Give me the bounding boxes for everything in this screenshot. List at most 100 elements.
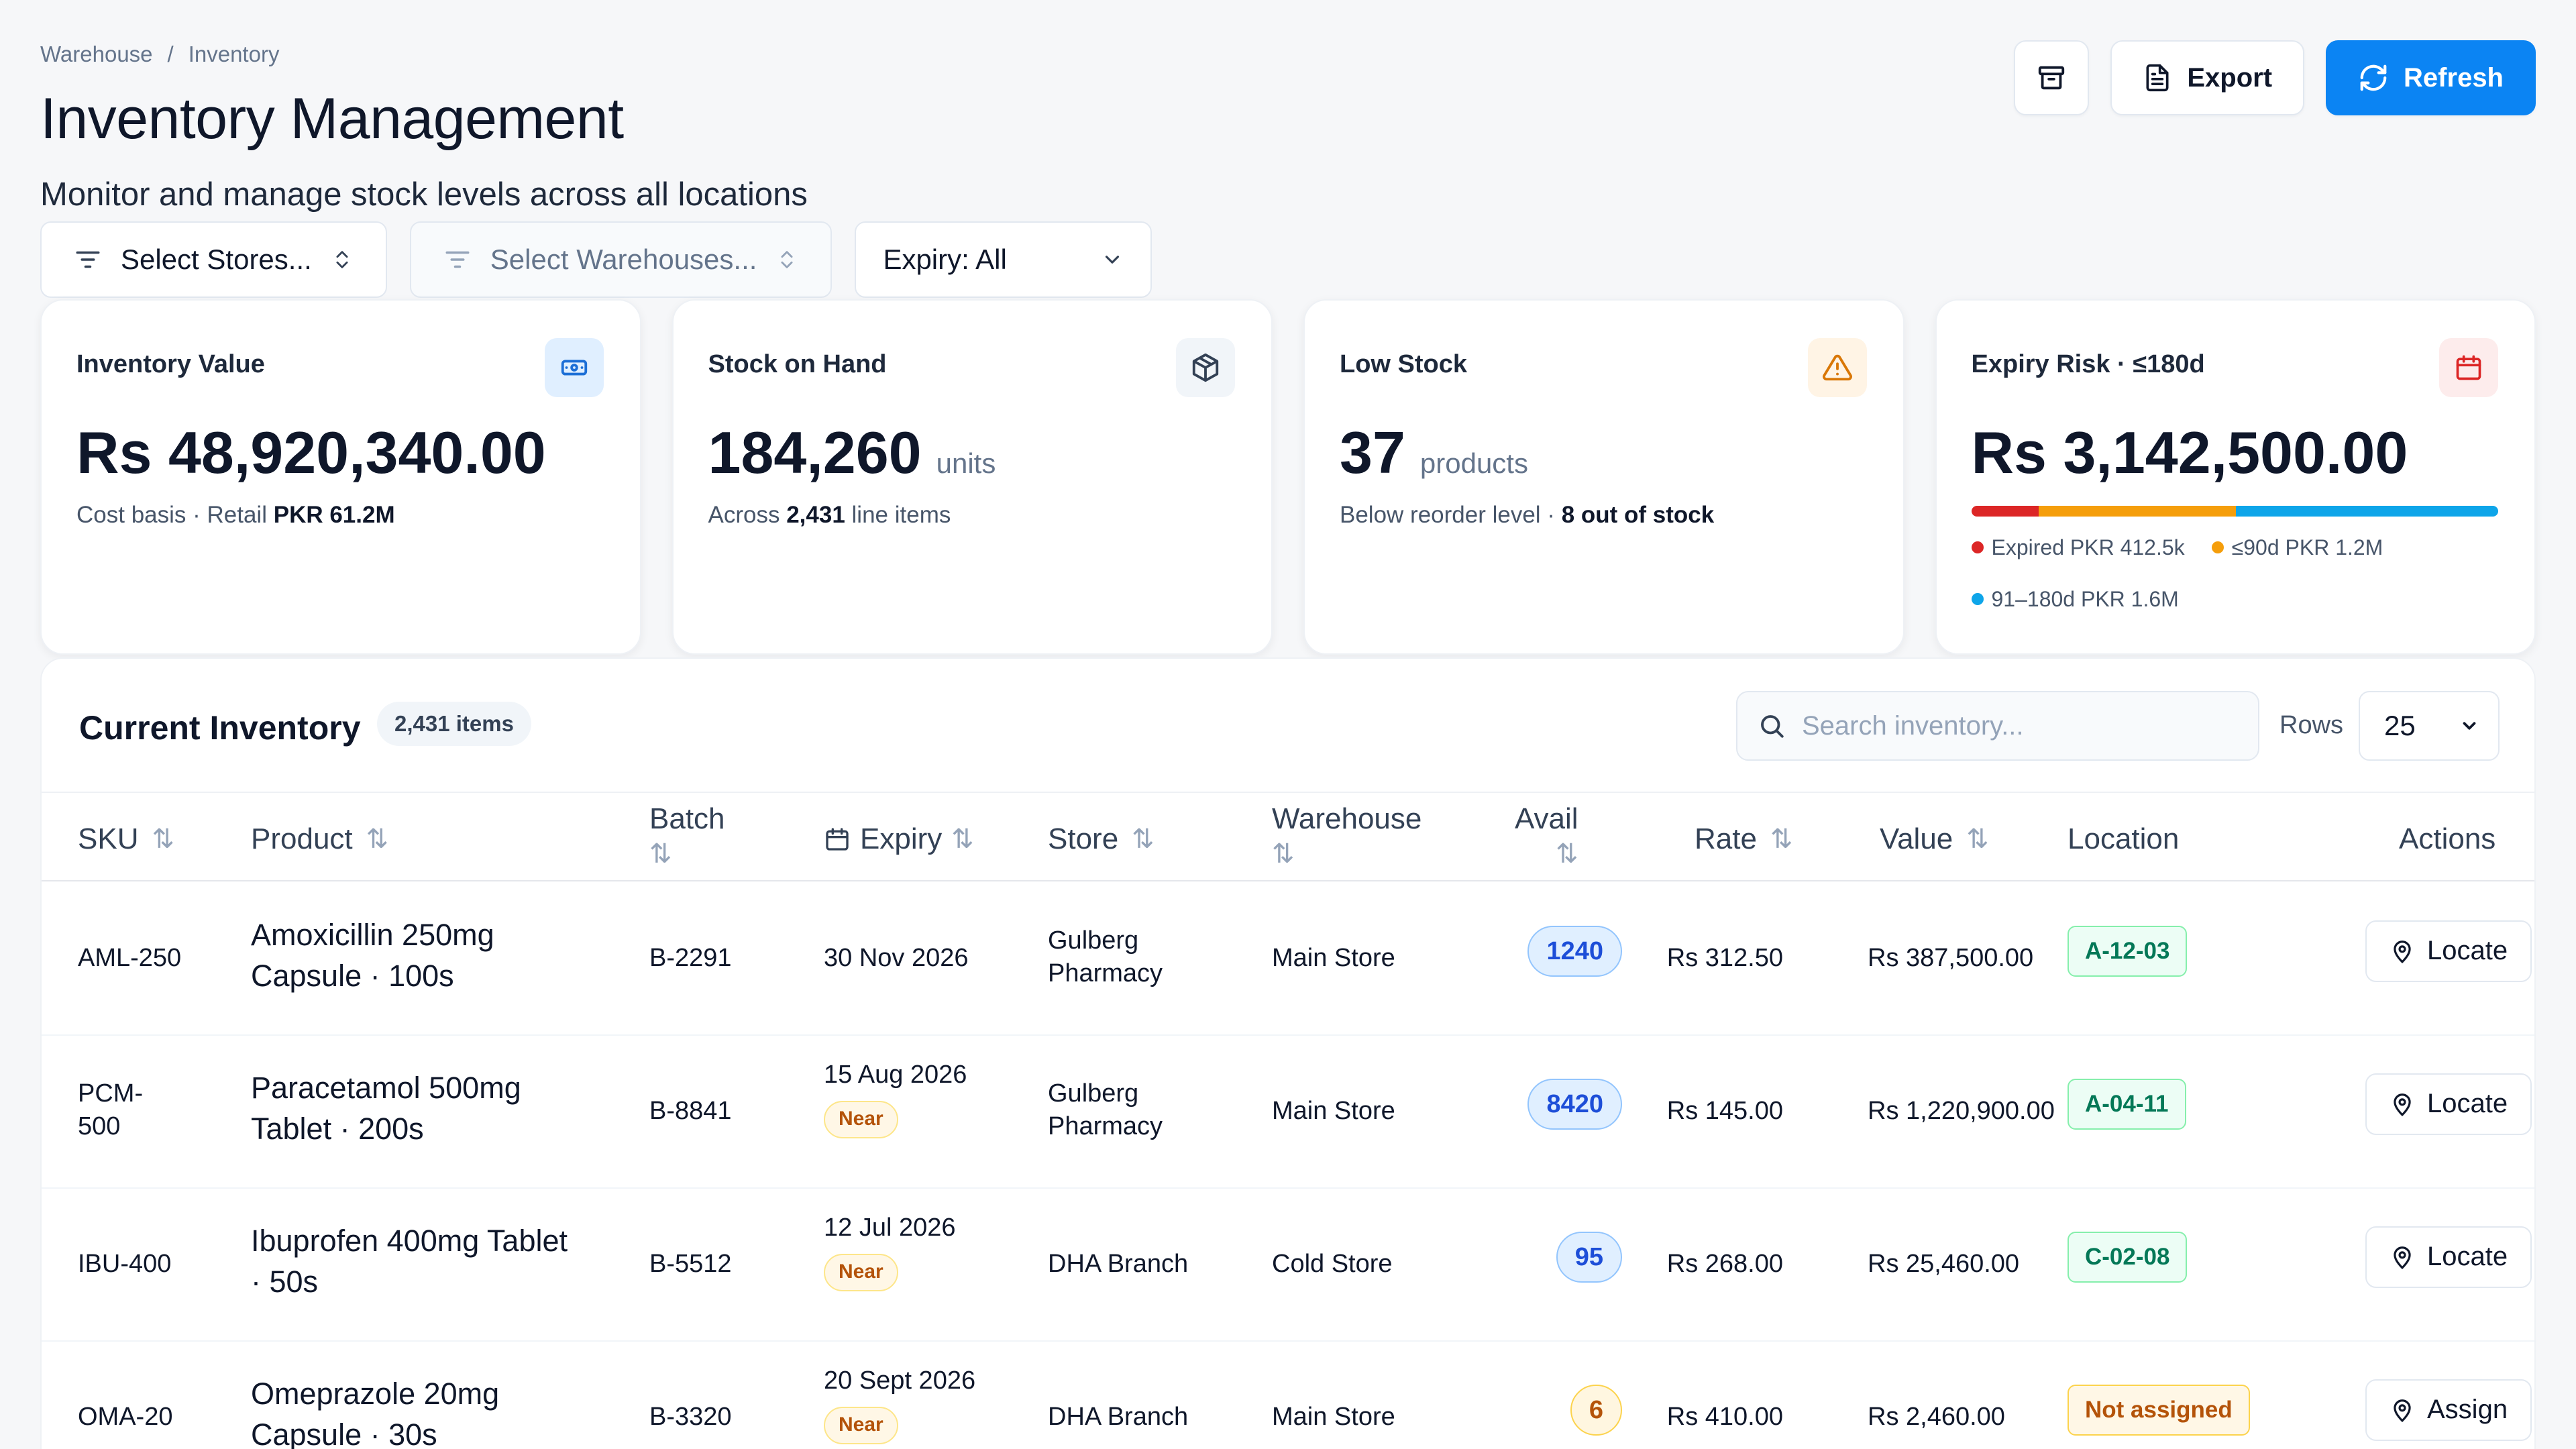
table-row[interactable]: AML-250 Amoxicillin 250mg Capsule · 100s … <box>42 883 2534 1036</box>
column-product[interactable]: Product ⇅ <box>251 822 389 855</box>
warehouse-filter-select[interactable]: Select Warehouses... <box>409 221 833 298</box>
column-warehouse[interactable]: Warehouse ⇅ <box>1272 802 1422 869</box>
card-subtext: Below reorder level · 8 out of stock <box>1340 502 1715 528</box>
package-icon <box>1176 338 1235 397</box>
search-placeholder: Search inventory... <box>1802 710 2024 741</box>
card-value: 37 products <box>1340 419 1528 486</box>
column-rate[interactable]: Rate ⇅ <box>1695 822 1793 855</box>
expiry-risk-legend-item: ≤90d PKR 1.2M <box>2211 535 2383 560</box>
avail-pill: 8420 <box>1527 1079 1622 1130</box>
value-cell: Rs 387,500.00 <box>1868 944 2034 972</box>
rate-cell: Rs 410.00 <box>1666 1403 1783 1431</box>
column-avail[interactable]: Avail ⇅ <box>1515 802 1578 869</box>
warehouse-cell: Cold Store <box>1272 1250 1393 1278</box>
avail-cell: 6 <box>1477 1385 1622 1436</box>
location-cell: C-02-08 <box>2068 1232 2188 1283</box>
expiry-risk-bar <box>1971 506 2499 517</box>
location-badge: C-02-08 <box>2068 1232 2188 1283</box>
chevron-down-icon <box>1105 256 1119 264</box>
avail-pill: 6 <box>1570 1385 1622 1436</box>
rows-per-page-select[interactable]: 25 <box>2359 691 2500 761</box>
expiry-risk-card: Expiry Risk · ≤180d Rs 3,142,500.00 Expi… <box>1935 299 2536 655</box>
item-count-badge: 2,431 items <box>377 702 531 746</box>
table-row[interactable]: PCM- 500 Paracetamol 500mg Tablet · 200s B… <box>42 1036 2534 1189</box>
table-row[interactable]: IBU-400 Ibuprofen 400mg Tablet · 50s B-55… <box>42 1189 2534 1342</box>
store-cell: DHA Branch <box>1048 1250 1189 1278</box>
locate-button[interactable]: Locate <box>2365 920 2532 982</box>
card-title: Low Stock <box>1340 350 1468 378</box>
value-cell: Rs 25,460.00 <box>1868 1250 2020 1278</box>
stock-on-hand-card: Stock on Hand 184,260 units Across 2,431 … <box>672 299 1273 655</box>
column-batch[interactable]: Batch ⇅ <box>649 802 725 869</box>
sku-cell: OMA-20 <box>78 1403 173 1431</box>
expiry-risk-legend: Expired PKR 412.5k ≤90d PKR 1.2M 91–180d P… <box>1971 535 2522 612</box>
location-cell: A-04-11 <box>2068 1079 2186 1130</box>
kpi-cards: Inventory Value Rs 48,920,340.00 Cost ba… <box>40 299 2536 655</box>
table-header: SKU ⇅ Product ⇅ Batch ⇅ Expiry ⇅ Store ⇅ Ware… <box>42 792 2534 881</box>
expiry-cell: 20 Sept 2026 Near <box>824 1364 975 1444</box>
store-cell: DHA Branch <box>1048 1403 1189 1431</box>
product-cell: Omeprazole 20mg Capsule · 30s <box>251 1377 500 1449</box>
current-inventory-panel: Current Inventory 2,431 items Search inv… <box>40 657 2536 1449</box>
store-filter-label: Select Stores... <box>121 244 312 275</box>
export-label: Export <box>2187 62 2273 93</box>
inventory-value-card: Inventory Value Rs 48,920,340.00 Cost ba… <box>40 299 641 655</box>
refresh-label: Refresh <box>2404 62 2504 93</box>
warehouse-filter-label: Select Warehouses... <box>490 244 757 275</box>
card-title: Inventory Value <box>76 350 265 378</box>
location-badge: Not assigned <box>2068 1385 2250 1436</box>
column-value[interactable]: Value ⇅ <box>1880 822 1989 855</box>
sku-cell: PCM- 500 <box>78 1079 144 1140</box>
rate-cell: Rs 268.00 <box>1666 1250 1783 1278</box>
near-expiry-badge: Near <box>824 1253 898 1291</box>
refresh-button[interactable]: Refresh <box>2326 40 2536 115</box>
expiry-risk-legend-item: Expired PKR 412.5k <box>1971 535 2185 560</box>
column-location: Location <box>2068 822 2180 855</box>
legend-dot-icon <box>1971 592 1984 605</box>
batch-cell: B-8841 <box>649 1097 732 1125</box>
header-actions: Export Refresh <box>2014 40 2536 115</box>
chevron-down-icon <box>2463 722 2476 730</box>
assign-button[interactable]: Assign <box>2365 1379 2532 1441</box>
location-badge: A-04-11 <box>2068 1079 2186 1130</box>
sort-icon: ⇅ <box>1132 824 1155 854</box>
sort-icon: ⇅ <box>649 839 672 869</box>
sort-icon: ⇅ <box>1966 824 1989 854</box>
table-row[interactable]: OMA-20 Omeprazole 20mg Capsule · 30s B-33… <box>42 1342 2534 1449</box>
map-pin-icon <box>2394 1246 2411 1269</box>
page-subtitle: Monitor and manage stock levels across a… <box>40 176 808 213</box>
expiry-cell: 12 Jul 2026 Near <box>824 1212 956 1291</box>
archive-icon <box>2039 66 2065 90</box>
store-filter-select[interactable]: Select Stores... <box>40 221 387 298</box>
column-actions: Actions <box>2399 822 2496 855</box>
card-value: 184,260 units <box>708 419 996 486</box>
locate-button[interactable]: Locate <box>2365 1073 2532 1135</box>
avail-pill: 95 <box>1556 1232 1622 1283</box>
filter-bar: Select Stores... Select Warehouses... Ex… <box>40 221 1152 298</box>
sort-icon: ⇅ <box>1272 839 1295 869</box>
breadcrumb-inventory: Inventory <box>188 42 280 66</box>
column-sku[interactable]: SKU ⇅ <box>78 822 174 855</box>
file-text-icon <box>2146 64 2169 92</box>
expiry-risk-segment <box>2235 506 2498 517</box>
sku-cell: AML-250 <box>78 944 182 972</box>
filter-icon <box>445 251 470 268</box>
legend-dot-icon <box>2211 541 2224 553</box>
store-cell: Gulberg Pharmacy <box>1048 1079 1163 1140</box>
export-button[interactable]: Export <box>2110 40 2305 115</box>
sort-icon: ⇅ <box>366 824 389 854</box>
breadcrumb: Warehouse / Inventory <box>40 42 279 67</box>
locate-button[interactable]: Locate <box>2365 1226 2532 1288</box>
breadcrumb-warehouse[interactable]: Warehouse <box>40 42 153 66</box>
store-cell: Gulberg Pharmacy <box>1048 926 1163 987</box>
calendar-icon <box>826 828 849 851</box>
expiry-filter-select[interactable]: Expiry: All <box>855 221 1152 298</box>
warehouse-cell: Main Store <box>1272 1403 1395 1431</box>
column-expiry[interactable]: Expiry ⇅ <box>824 822 974 856</box>
card-title: Expiry Risk · ≤180d <box>1971 350 2205 378</box>
rate-cell: Rs 145.00 <box>1666 1097 1783 1125</box>
archive-button[interactable] <box>2014 40 2090 115</box>
search-inventory-input[interactable]: Search inventory... <box>1736 691 2259 761</box>
column-store[interactable]: Store ⇅ <box>1048 822 1155 855</box>
